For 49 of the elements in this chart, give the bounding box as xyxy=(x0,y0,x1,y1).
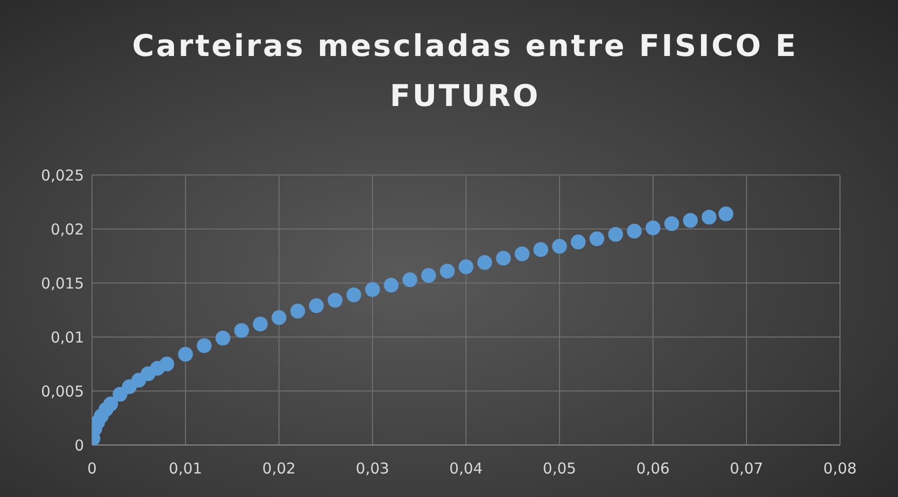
point xyxy=(290,304,306,318)
point xyxy=(178,346,193,362)
point xyxy=(664,216,680,231)
chart-title: Carteiras mescladas entre FISICO E FUTURO xyxy=(131,28,799,116)
point xyxy=(496,250,511,266)
x-tick-label: 0,08 xyxy=(823,460,857,478)
point xyxy=(365,282,380,297)
point xyxy=(626,224,642,239)
x-tick-label: 0,07 xyxy=(730,460,764,478)
point xyxy=(590,231,604,246)
point xyxy=(477,255,492,270)
point xyxy=(328,292,342,308)
point xyxy=(234,323,249,338)
point xyxy=(570,234,586,250)
y-tick-label: 0,01 xyxy=(50,328,84,346)
point xyxy=(458,259,474,274)
point xyxy=(683,212,698,228)
x-tick-label: 0,02 xyxy=(262,460,296,478)
point xyxy=(608,227,623,242)
point xyxy=(272,310,286,325)
point xyxy=(346,287,362,302)
point xyxy=(718,206,734,222)
x-tick-label: 0,05 xyxy=(542,460,576,478)
x-tick-label: 0,03 xyxy=(356,460,390,478)
y-tick-label: 0,025 xyxy=(41,166,84,184)
point xyxy=(309,298,324,314)
y-tick-label: 0,015 xyxy=(41,274,84,292)
point xyxy=(196,338,212,354)
x-tick-label: 0,01 xyxy=(168,460,202,478)
point xyxy=(103,396,118,412)
point xyxy=(646,220,660,236)
point xyxy=(421,268,436,283)
y-tick-label: 0,02 xyxy=(50,220,84,238)
x-tick-label: 0 xyxy=(87,460,97,478)
y-tick-label: 0 xyxy=(74,436,84,454)
point xyxy=(514,246,530,262)
point xyxy=(552,238,567,254)
x-tick-label: 0,04 xyxy=(449,460,483,478)
point xyxy=(533,242,548,257)
point xyxy=(252,316,268,332)
point xyxy=(440,264,455,279)
point xyxy=(216,330,230,346)
point xyxy=(384,278,399,293)
point xyxy=(402,272,418,288)
point xyxy=(702,210,716,225)
point xyxy=(112,386,128,402)
point xyxy=(159,356,174,372)
x-tick-label: 0,06 xyxy=(636,460,670,478)
y-tick-label: 0,005 xyxy=(41,382,84,400)
